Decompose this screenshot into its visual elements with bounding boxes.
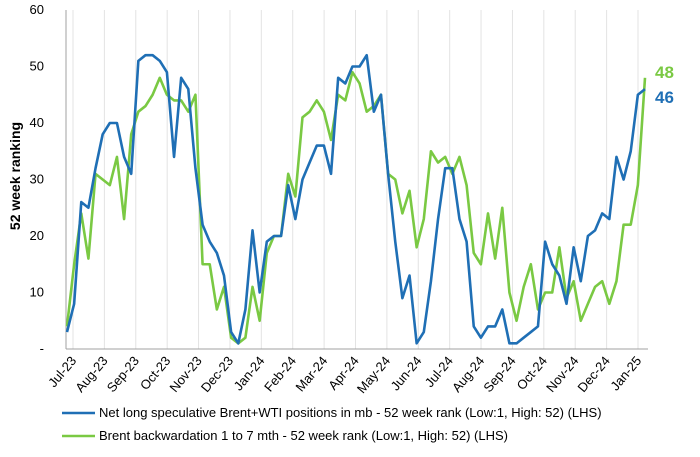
y-tick-label: 30 bbox=[30, 172, 44, 187]
y-tick-label: 50 bbox=[30, 59, 44, 74]
x-tick-label: Jan-25 bbox=[607, 353, 644, 393]
x-tick-label: Nov-23 bbox=[166, 353, 204, 395]
x-tick-label: May-24 bbox=[354, 353, 393, 396]
x-tick-label: Sep-23 bbox=[104, 353, 142, 395]
legend-entry: Net long speculative Brent+WTI positions… bbox=[99, 405, 602, 420]
brent-backwardation-line bbox=[65, 70, 647, 345]
x-tick-label: Feb-24 bbox=[261, 353, 299, 394]
x-tick-labels: Jul-23Aug-23Sep-23Oct-23Nov-23Dec-23Jan-… bbox=[45, 353, 644, 396]
legend-entry: Brent backwardation 1 to 7 mth - 52 week… bbox=[99, 428, 508, 443]
x-tick-label: Mar-24 bbox=[292, 353, 330, 394]
x-tick-label: Dec-23 bbox=[198, 353, 236, 395]
backwardation-end-label: 48 bbox=[655, 63, 674, 82]
x-tick-label: Jan-24 bbox=[231, 353, 268, 393]
net-long-end-label: 46 bbox=[655, 88, 674, 107]
y-tick-label: 60 bbox=[30, 2, 44, 17]
y-tick-label: 10 bbox=[30, 285, 44, 300]
y-tick-label: - bbox=[40, 341, 44, 356]
x-tick-label: Sep-24 bbox=[480, 353, 518, 395]
x-tick-label: Aug-24 bbox=[449, 353, 487, 395]
gridlines bbox=[72, 10, 639, 349]
y-tick-labels: - 10 20 30 40 50 60 bbox=[30, 2, 44, 356]
y-axis-label: 52 week ranking bbox=[7, 122, 23, 230]
axes bbox=[65, 10, 648, 350]
series-lines bbox=[65, 53, 647, 345]
y-tick-label: 40 bbox=[30, 115, 44, 130]
x-tick-label: Nov-24 bbox=[543, 353, 581, 395]
x-tick-label: Aug-23 bbox=[72, 353, 110, 395]
y-tick-label: 20 bbox=[30, 228, 44, 243]
net-long-positions-line bbox=[65, 53, 646, 345]
x-tick-label: Jun-24 bbox=[388, 353, 425, 393]
legend: Net long speculative Brent+WTI positions… bbox=[62, 405, 602, 443]
x-tick-label: Dec-24 bbox=[574, 353, 612, 395]
